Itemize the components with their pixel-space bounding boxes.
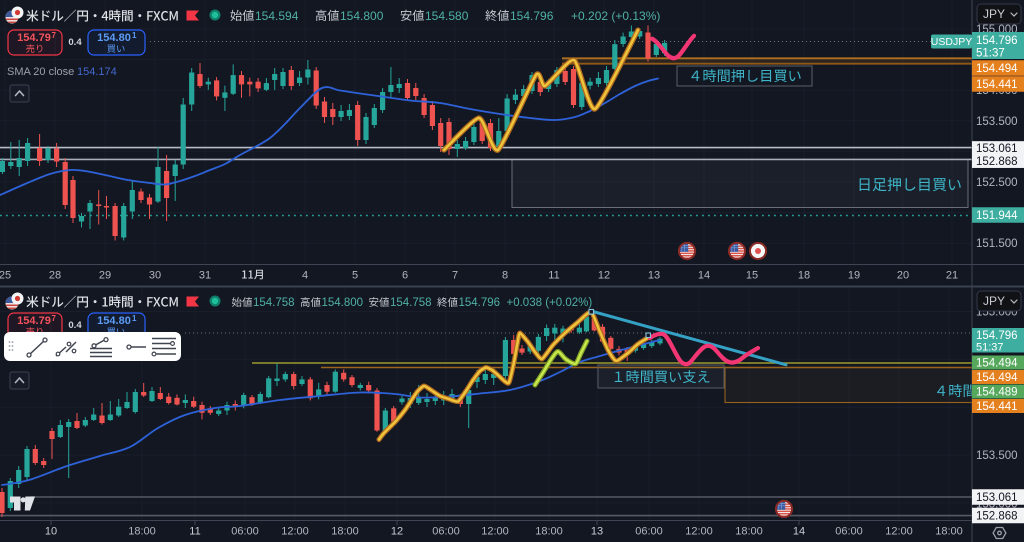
svg-text:13: 13 bbox=[648, 270, 660, 282]
svg-text:154.489: 154.489 bbox=[976, 387, 1018, 399]
svg-text:+0.038 (+0.02%): +0.038 (+0.02%) bbox=[507, 297, 593, 309]
svg-text:154.79: 154.79 bbox=[17, 32, 51, 44]
svg-text:154.441: 154.441 bbox=[976, 79, 1018, 91]
svg-text:152.868: 152.868 bbox=[976, 156, 1018, 168]
svg-text:154.80: 154.80 bbox=[97, 315, 131, 327]
svg-text:+0.202 (+0.13%): +0.202 (+0.13%) bbox=[571, 9, 660, 23]
svg-text:154.580: 154.580 bbox=[425, 9, 469, 23]
svg-text:153.500: 153.500 bbox=[976, 116, 1018, 128]
svg-text:154.494: 154.494 bbox=[976, 63, 1018, 75]
svg-text:154.796: 154.796 bbox=[976, 35, 1018, 47]
svg-text:JPY: JPY bbox=[983, 294, 1005, 308]
svg-text:154.79: 154.79 bbox=[17, 315, 51, 327]
svg-text:154.796: 154.796 bbox=[510, 9, 554, 23]
svg-text:154.594: 154.594 bbox=[255, 9, 299, 23]
svg-text:29: 29 bbox=[99, 270, 111, 282]
svg-text:154.174: 154.174 bbox=[77, 66, 117, 78]
svg-text:25: 25 bbox=[0, 270, 11, 282]
svg-text:SMA 20 close: SMA 20 close bbox=[7, 66, 74, 78]
svg-text:15: 15 bbox=[746, 270, 758, 282]
svg-text:7: 7 bbox=[52, 31, 57, 40]
svg-text:1: 1 bbox=[132, 31, 137, 40]
svg-text:6: 6 bbox=[402, 270, 408, 282]
svg-text:153.500: 153.500 bbox=[976, 450, 1018, 462]
svg-text:30: 30 bbox=[149, 270, 161, 282]
svg-text:31: 31 bbox=[199, 270, 211, 282]
svg-text:13: 13 bbox=[591, 526, 603, 538]
svg-text:154.80: 154.80 bbox=[97, 32, 131, 44]
svg-text:154.796: 154.796 bbox=[976, 330, 1018, 342]
svg-text:12: 12 bbox=[598, 270, 610, 282]
svg-text:12:00: 12:00 bbox=[281, 526, 309, 538]
svg-text:153.061: 153.061 bbox=[976, 492, 1018, 504]
svg-text:154.441: 154.441 bbox=[976, 401, 1018, 413]
svg-text:19: 19 bbox=[848, 270, 860, 282]
svg-text:JPY: JPY bbox=[983, 7, 1005, 21]
svg-text:06:00: 06:00 bbox=[835, 526, 863, 538]
svg-text:154.800: 154.800 bbox=[340, 9, 384, 23]
svg-text:12:00: 12:00 bbox=[685, 526, 713, 538]
svg-text:151.500: 151.500 bbox=[976, 238, 1018, 250]
svg-text:154.758: 154.758 bbox=[253, 297, 295, 309]
svg-text:154.800: 154.800 bbox=[322, 297, 364, 309]
svg-text:0.4: 0.4 bbox=[68, 37, 82, 48]
svg-text:5: 5 bbox=[352, 270, 358, 282]
svg-text:51:37: 51:37 bbox=[976, 342, 1004, 354]
svg-text:10: 10 bbox=[45, 526, 57, 538]
svg-text:12:00: 12:00 bbox=[885, 526, 913, 538]
svg-text:18: 18 bbox=[798, 270, 810, 282]
svg-text:06:00: 06:00 bbox=[231, 526, 259, 538]
svg-text:154.494: 154.494 bbox=[976, 358, 1018, 370]
svg-text:153.061: 153.061 bbox=[976, 143, 1018, 155]
svg-text:06:00: 06:00 bbox=[432, 526, 460, 538]
svg-text:18:00: 18:00 bbox=[735, 526, 763, 538]
svg-text:151.944: 151.944 bbox=[976, 210, 1018, 222]
svg-text:18:00: 18:00 bbox=[535, 526, 563, 538]
svg-text:7: 7 bbox=[52, 314, 57, 323]
svg-text:7: 7 bbox=[452, 270, 458, 282]
svg-text:154.796: 154.796 bbox=[459, 297, 501, 309]
svg-text:14: 14 bbox=[793, 526, 805, 538]
svg-text:18:00: 18:00 bbox=[935, 526, 963, 538]
svg-text:21: 21 bbox=[946, 270, 958, 282]
svg-text:154.758: 154.758 bbox=[390, 297, 432, 309]
svg-text:11: 11 bbox=[189, 526, 200, 538]
svg-text:8: 8 bbox=[502, 270, 508, 282]
svg-text:14: 14 bbox=[698, 270, 710, 282]
svg-text:152.500: 152.500 bbox=[976, 177, 1018, 189]
svg-text:0.4: 0.4 bbox=[68, 320, 82, 331]
svg-text:152.868: 152.868 bbox=[976, 511, 1018, 523]
svg-text:18:00: 18:00 bbox=[128, 526, 156, 538]
svg-text:154.494: 154.494 bbox=[976, 372, 1018, 384]
svg-text:28: 28 bbox=[49, 270, 61, 282]
svg-text:USDJPY: USDJPY bbox=[931, 36, 972, 48]
svg-text:4: 4 bbox=[302, 270, 308, 282]
svg-text:18:00: 18:00 bbox=[331, 526, 359, 538]
svg-text:06:00: 06:00 bbox=[635, 526, 663, 538]
svg-text:11: 11 bbox=[548, 270, 559, 282]
svg-text:12:00: 12:00 bbox=[481, 526, 509, 538]
svg-text:51:37: 51:37 bbox=[976, 48, 1005, 60]
svg-text:1: 1 bbox=[132, 314, 137, 323]
svg-text:12: 12 bbox=[391, 526, 403, 538]
svg-text:20: 20 bbox=[897, 270, 909, 282]
